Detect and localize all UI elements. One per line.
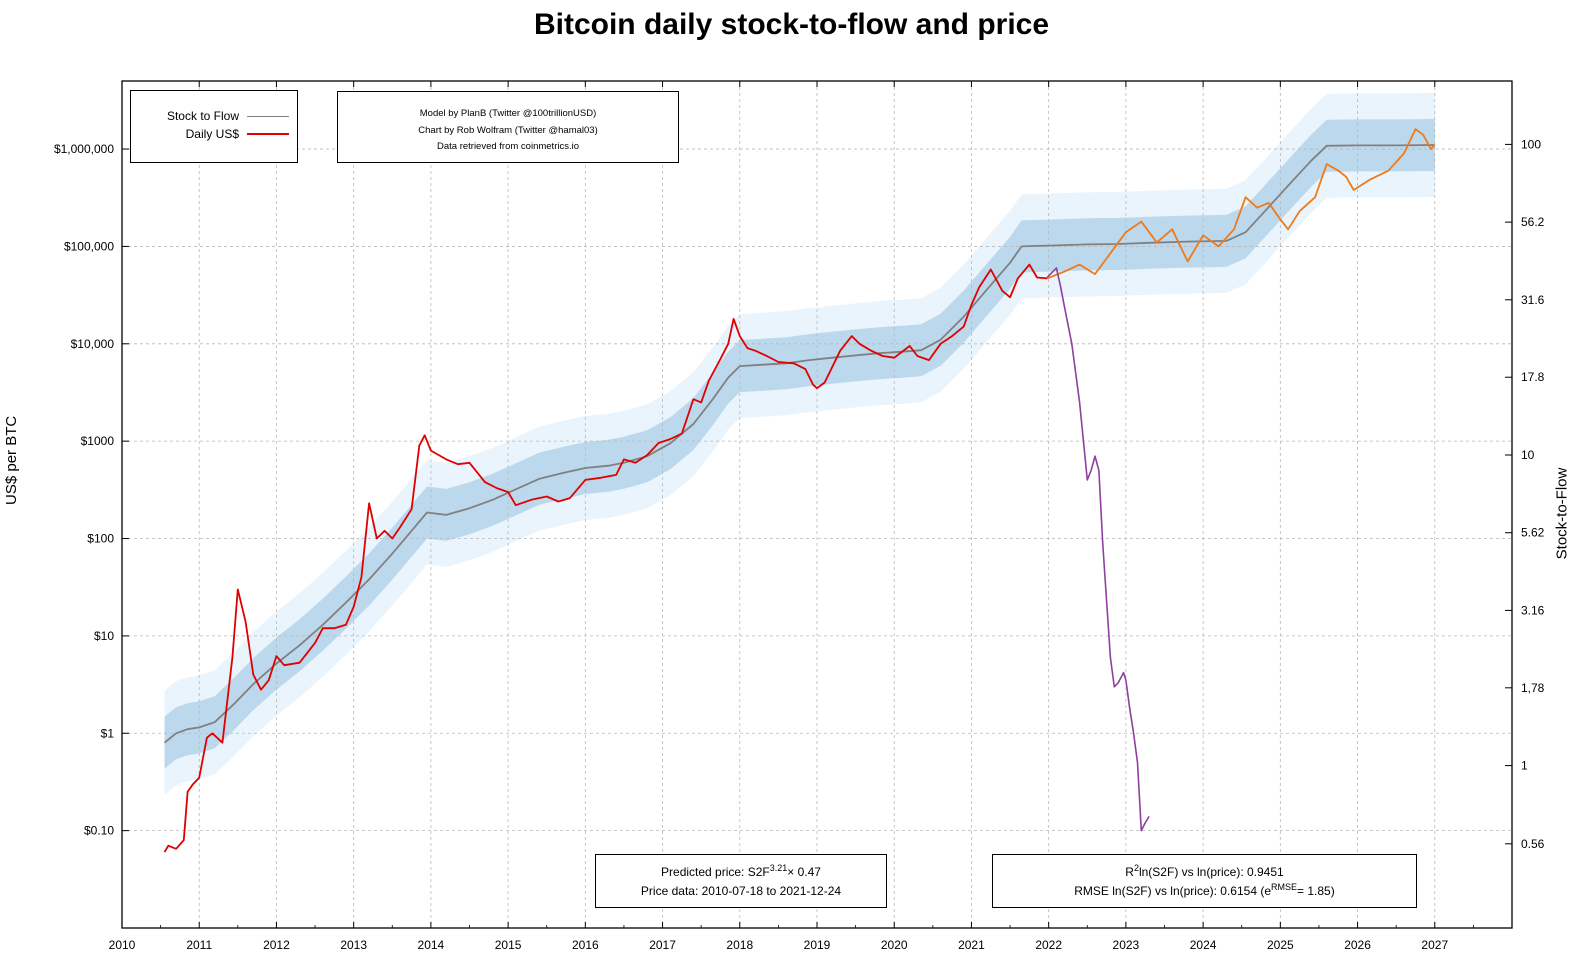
y-right-tick-label: 31.6 bbox=[1521, 293, 1545, 307]
formula-line: Predicted price: S2F3.21× 0.47 bbox=[596, 863, 886, 882]
y-left-tick-label: $100,000 bbox=[64, 239, 114, 253]
legend-swatch-price bbox=[247, 133, 289, 135]
band-outer bbox=[164, 93, 1435, 795]
y-left-tick-label: $1 bbox=[101, 726, 115, 740]
legend-swatch-s2f bbox=[247, 115, 289, 117]
price-data-range: Price data: 2010-07-18 to 2021-12-24 bbox=[640, 884, 842, 898]
y-right-tick-label: 1 bbox=[1521, 759, 1528, 773]
x-tick-label: 2023 bbox=[1113, 938, 1140, 952]
y-right-tick-label: 1,78 bbox=[1521, 681, 1545, 695]
y-left-tick-label: $10 bbox=[94, 629, 114, 643]
legend-label-s2f: Stock to Flow bbox=[166, 109, 239, 123]
y-axis-left-label: US$ per BTC bbox=[3, 415, 20, 505]
chart-title: Bitcoin daily stock-to-flow and price bbox=[533, 8, 1050, 41]
x-tick-label: 2020 bbox=[881, 938, 908, 952]
x-tick-label: 2017 bbox=[649, 938, 676, 952]
y-right-tick-label: 3.16 bbox=[1521, 603, 1545, 617]
y-left-tick-label: $1,000,000 bbox=[54, 142, 114, 156]
x-tick-label: 2013 bbox=[340, 938, 367, 952]
formula-prefix: Predicted price: S2F bbox=[661, 865, 770, 879]
y-left-tick-label: $100 bbox=[87, 532, 114, 546]
series-daily-price bbox=[163, 263, 1048, 853]
series-projection bbox=[1046, 128, 1436, 280]
credit-chart: Chart by Rob Wolfram (Twitter @hamal03) bbox=[418, 124, 598, 136]
rmse-prefix: RMSE ln(S2F) vs ln(price): 0.6154 (e bbox=[1074, 884, 1271, 898]
credits-box: Model by PlanB (Twitter @100trillionUSD)… bbox=[337, 91, 679, 163]
x-tick-label: 2014 bbox=[418, 938, 445, 952]
r-squared-line: R2ln(S2F) vs ln(price): 0.9451 bbox=[993, 863, 1416, 882]
r-symbol: R bbox=[1125, 865, 1134, 879]
legend-label-price: Daily US$ bbox=[185, 127, 239, 141]
x-tick-label: 2010 bbox=[109, 938, 136, 952]
x-tick-label: 2018 bbox=[726, 938, 753, 952]
x-tick-label: 2019 bbox=[804, 938, 831, 952]
rmse-suffix: = 1.85) bbox=[1297, 884, 1335, 898]
y-right-tick-label: 100 bbox=[1521, 137, 1541, 151]
y-right-tick-label: 5.62 bbox=[1521, 526, 1545, 540]
stats-box: R2ln(S2F) vs ln(price): 0.9451 RMSE ln(S… bbox=[992, 854, 1417, 908]
formula-exponent: 3.21 bbox=[769, 863, 788, 873]
credit-model: Model by PlanB (Twitter @100trillionUSD) bbox=[419, 108, 597, 119]
y-right-tick-label: 10 bbox=[1521, 448, 1535, 462]
x-tick-label: 2022 bbox=[1035, 938, 1062, 952]
y-right-tick-label: 17.8 bbox=[1521, 370, 1545, 384]
rmse-exponent: RMSE bbox=[1271, 882, 1298, 892]
r-squared-text: ln(S2F) vs ln(price): 0.9451 bbox=[1138, 865, 1284, 879]
x-tick-label: 2026 bbox=[1344, 938, 1371, 952]
x-tick-label: 2024 bbox=[1190, 938, 1217, 952]
band-inner bbox=[164, 119, 1435, 769]
x-tick-label: 2012 bbox=[263, 938, 290, 952]
x-tick-label: 2027 bbox=[1421, 938, 1448, 952]
y-right-tick-label: 0.56 bbox=[1521, 837, 1545, 851]
series-stock-to-flow bbox=[163, 144, 1435, 744]
series-actual-after bbox=[1046, 267, 1150, 832]
legend-entry-price: Daily US$ bbox=[186, 127, 289, 141]
bands-layer bbox=[164, 93, 1435, 795]
formula-suffix: × 0.47 bbox=[787, 865, 821, 879]
y-left-tick-label: $0.10 bbox=[84, 824, 114, 838]
rmse-line: RMSE ln(S2F) vs ln(price): 0.6154 (eRMSE… bbox=[993, 882, 1416, 901]
y-left-tick-label: $10,000 bbox=[71, 337, 115, 351]
credit-data: Data retrieved from coinmetrics.io bbox=[436, 141, 580, 152]
y-left-tick-label: $1000 bbox=[81, 434, 115, 448]
y-axis-right-label: Stock-to-Flow bbox=[1553, 467, 1571, 560]
legend: Stock to Flow Daily US$ bbox=[130, 90, 298, 163]
x-tick-label: 2011 bbox=[186, 938, 212, 952]
ticks-layer: 2010 2011 2012 2013 2014 2015 2016 2017 2018 2019… bbox=[54, 81, 1545, 952]
x-tick-label: 2016 bbox=[572, 938, 599, 952]
x-tick-label: 2021 bbox=[958, 938, 985, 952]
legend-entry-s2f: Stock to Flow bbox=[167, 109, 289, 123]
y-right-tick-label: 56.2 bbox=[1521, 215, 1545, 229]
grid-layer bbox=[122, 81, 1512, 928]
x-tick-label: 2015 bbox=[495, 938, 522, 952]
formula-box: Predicted price: S2F3.21× 0.47 Price dat… bbox=[595, 854, 887, 908]
x-tick-label: 2025 bbox=[1267, 938, 1294, 952]
series-layer bbox=[163, 128, 1436, 853]
r-exponent: 2 bbox=[1133, 863, 1139, 873]
